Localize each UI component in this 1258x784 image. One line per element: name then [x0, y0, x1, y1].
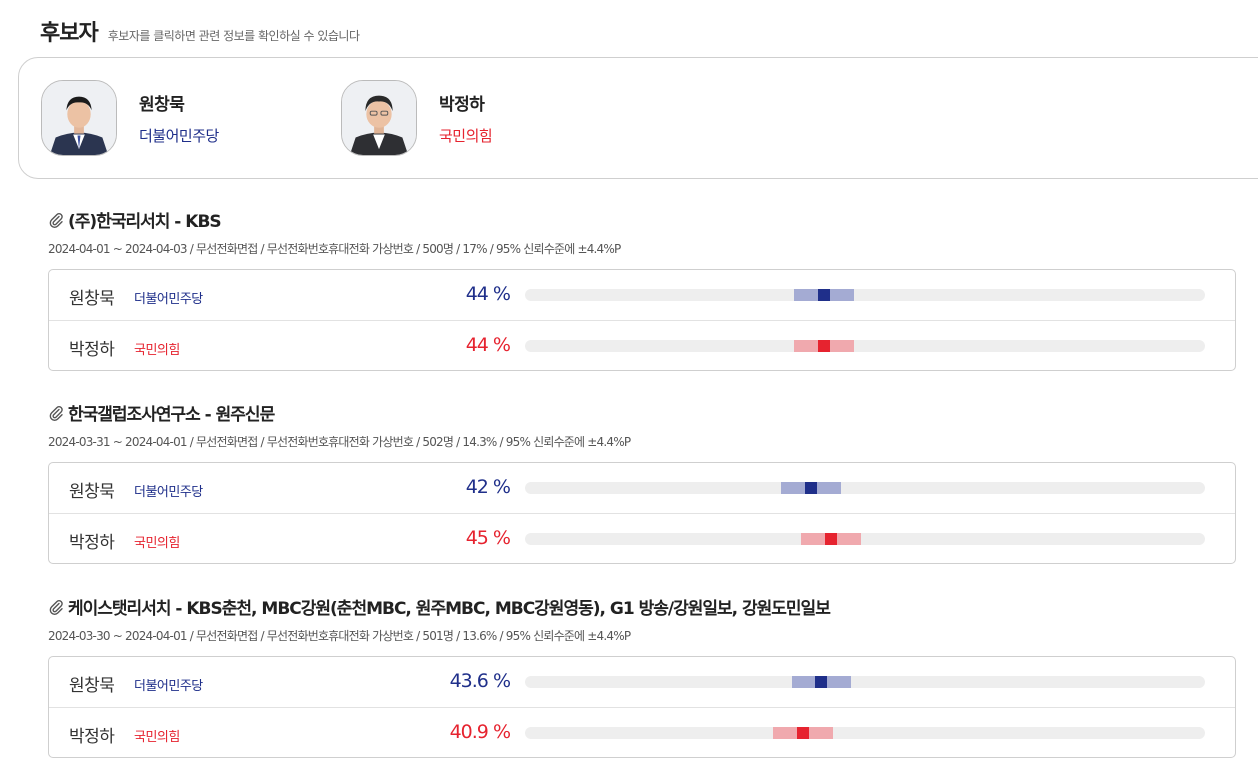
poll-meta: 2024-03-31 ~ 2024-04-01 / 무선전화면접 / 무선전화번… [48, 435, 631, 449]
poll-title[interactable]: 케이스탯리서치 - KBS춘천, MBC강원(춘천MBC, 원주MBC, MBC… [48, 594, 1236, 619]
result-point-marker [818, 289, 831, 301]
candidate-card-park[interactable]: 박정하 국민의힘 [341, 80, 493, 156]
result-bar [525, 727, 1205, 739]
result-point-marker [815, 676, 828, 688]
result-candidate-name: 박정하 [69, 727, 115, 747]
result-bar [525, 482, 1205, 494]
result-row: 원창묵 더불어민주당 43.6 % [49, 657, 1235, 707]
result-percent: 43.6 % [449, 670, 511, 692]
section-hint: 후보자를 클릭하면 관련 정보를 확인하실 수 있습니다 [107, 29, 360, 43]
result-point-marker [804, 482, 817, 494]
result-candidate-name: 원창묵 [69, 289, 115, 309]
result-bar [525, 676, 1205, 688]
result-party: 국민의힘 [134, 343, 180, 358]
poll-block: 케이스탯리서치 - KBS춘천, MBC강원(춘천MBC, 원주MBC, MBC… [48, 594, 1236, 758]
result-point-marker [825, 533, 837, 545]
poll-block: (주)한국리서치 - KBS 2024-04-01 ~ 2024-04-03 /… [48, 207, 1236, 371]
poll-title-text: 케이스탯리서치 - KBS춘천, MBC강원(춘천MBC, 원주MBC, MBC… [68, 599, 831, 619]
result-percent: 42 % [465, 476, 511, 498]
poll-results-table: 원창묵 더불어민주당 42 % 박정하 국민의힘 45 % [48, 462, 1236, 564]
result-row: 박정하 국민의힘 45 % [49, 513, 1235, 563]
paperclip-icon [49, 212, 63, 228]
poll-block: 한국갤럽조사연구소 - 원주신문 2024-03-31 ~ 2024-04-01… [48, 400, 1236, 564]
section-title: 후보자 [40, 21, 99, 46]
result-candidate-name: 박정하 [69, 340, 115, 360]
poll-meta: 2024-04-01 ~ 2024-04-03 / 무선전화면접 / 무선전화번… [48, 242, 621, 256]
poll-title-text: (주)한국리서치 - KBS [68, 212, 222, 232]
poll-title-text: 한국갤럽조사연구소 - 원주신문 [68, 405, 275, 425]
candidate-name: 박정하 [439, 95, 485, 115]
result-row: 박정하 국민의힘 44 % [49, 320, 1235, 370]
poll-results-table: 원창묵 더불어민주당 44 % 박정하 국민의힘 44 % [48, 269, 1236, 371]
result-bar [525, 340, 1205, 352]
result-party: 더불어민주당 [134, 679, 203, 694]
result-party: 더불어민주당 [134, 292, 203, 307]
result-row: 원창묵 더불어민주당 42 % [49, 463, 1235, 513]
candidate-card-won[interactable]: 원창묵 더불어민주당 [41, 80, 219, 156]
candidate-photo[interactable] [341, 80, 417, 156]
result-candidate-name: 원창묵 [69, 676, 115, 696]
result-point-marker [797, 727, 810, 739]
paperclip-icon [49, 599, 63, 615]
candidate-list: 원창묵 더불어민주당 박정하 국민의힘 [18, 57, 1258, 179]
result-percent: 44 % [465, 334, 511, 356]
candidate-photo[interactable] [41, 80, 117, 156]
result-candidate-name: 원창묵 [69, 482, 115, 502]
result-point-marker [818, 340, 831, 352]
result-party: 국민의힘 [134, 536, 180, 551]
paperclip-icon [49, 405, 63, 421]
candidate-name: 원창묵 [139, 95, 185, 115]
result-party: 더불어민주당 [134, 485, 203, 500]
result-row: 박정하 국민의힘 40.9 % [49, 707, 1235, 757]
poll-title[interactable]: 한국갤럽조사연구소 - 원주신문 [48, 400, 1236, 425]
result-percent: 40.9 % [449, 721, 511, 743]
result-bar [525, 533, 1205, 545]
section-header: 후보자 후보자를 클릭하면 관련 정보를 확인하실 수 있습니다 [40, 15, 360, 47]
candidate-party: 더불어민주당 [139, 127, 219, 145]
result-row: 원창묵 더불어민주당 44 % [49, 270, 1235, 320]
poll-results-table: 원창묵 더불어민주당 43.6 % 박정하 국민의힘 40.9 % [48, 656, 1236, 758]
result-percent: 45 % [465, 527, 511, 549]
poll-title[interactable]: (주)한국리서치 - KBS [48, 207, 1236, 232]
result-candidate-name: 박정하 [69, 533, 115, 553]
poll-meta: 2024-03-30 ~ 2024-04-01 / 무선전화면접 / 무선전화번… [48, 629, 631, 643]
result-bar [525, 289, 1205, 301]
result-percent: 44 % [465, 283, 511, 305]
candidate-party: 국민의힘 [439, 127, 493, 145]
result-party: 국민의힘 [134, 730, 180, 745]
